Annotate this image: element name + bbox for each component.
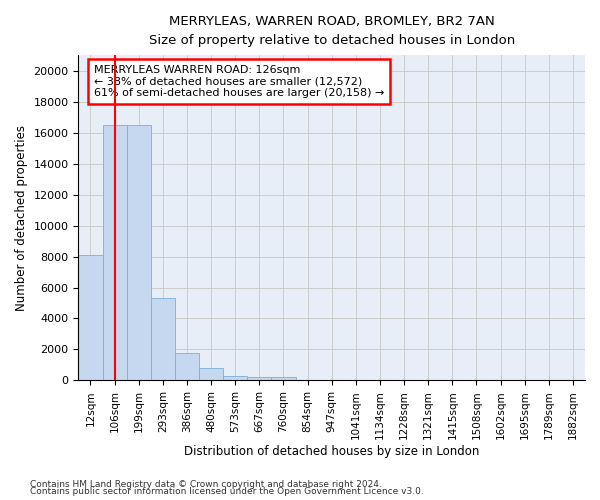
Bar	[103, 125, 127, 380]
Bar	[79, 255, 103, 380]
Text: Contains HM Land Registry data © Crown copyright and database right 2024.: Contains HM Land Registry data © Crown c…	[30, 480, 382, 489]
Y-axis label: Number of detached properties: Number of detached properties	[15, 125, 28, 311]
Bar	[271, 378, 296, 380]
Bar	[127, 125, 151, 380]
Text: MERRYLEAS WARREN ROAD: 126sqm
← 38% of detached houses are smaller (12,572)
61% : MERRYLEAS WARREN ROAD: 126sqm ← 38% of d…	[94, 65, 384, 98]
Bar	[151, 298, 175, 380]
Bar	[199, 368, 223, 380]
Bar	[223, 376, 247, 380]
Text: Contains public sector information licensed under the Open Government Licence v3: Contains public sector information licen…	[30, 488, 424, 496]
X-axis label: Distribution of detached houses by size in London: Distribution of detached houses by size …	[184, 444, 479, 458]
Bar	[175, 352, 199, 380]
Title: MERRYLEAS, WARREN ROAD, BROMLEY, BR2 7AN
Size of property relative to detached h: MERRYLEAS, WARREN ROAD, BROMLEY, BR2 7AN…	[149, 15, 515, 47]
Bar	[247, 378, 271, 380]
